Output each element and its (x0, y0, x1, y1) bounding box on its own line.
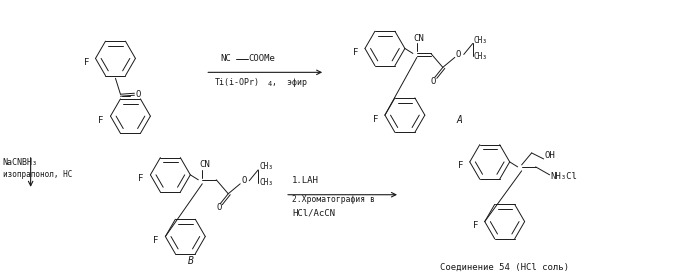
Text: ,  эфир: , эфир (272, 78, 307, 87)
Text: 1.LAH: 1.LAH (292, 176, 319, 185)
Text: F: F (373, 115, 378, 124)
Text: COOMe: COOMe (248, 54, 275, 63)
Text: A: A (456, 115, 463, 125)
Text: 2.Хроматография в: 2.Хроматография в (292, 195, 375, 204)
Text: B: B (188, 256, 194, 266)
Text: Соединение 54 (HCl соль): Соединение 54 (HCl соль) (440, 263, 569, 272)
Text: O: O (241, 176, 247, 185)
Text: F: F (138, 174, 144, 183)
Text: 4: 4 (268, 81, 273, 87)
Text: O: O (431, 77, 436, 86)
Text: CH₃: CH₃ (474, 36, 488, 45)
Text: F: F (458, 161, 463, 170)
Text: F: F (153, 236, 159, 245)
Text: O: O (456, 50, 461, 59)
Text: NaCNBH₃: NaCNBH₃ (3, 158, 38, 167)
Text: NC: NC (220, 54, 231, 63)
Text: F: F (353, 48, 359, 57)
Text: HCl/AcCN: HCl/AcCN (292, 208, 335, 217)
Text: CN: CN (199, 160, 210, 169)
Text: CH₃: CH₃ (259, 178, 273, 187)
Text: O: O (216, 203, 222, 212)
Text: CN: CN (414, 34, 424, 43)
Text: F: F (83, 58, 89, 67)
Text: F: F (99, 116, 104, 125)
Text: OH: OH (545, 151, 556, 160)
Text: Ti(i-OPr): Ti(i-OPr) (215, 78, 260, 87)
Text: изопрапонол, HC: изопрапонол, HC (3, 170, 72, 179)
Text: CH₃: CH₃ (259, 162, 273, 171)
Text: O: O (136, 90, 140, 99)
Text: F: F (473, 221, 478, 230)
Text: CH₃: CH₃ (474, 52, 488, 61)
Text: NH₃Cl: NH₃Cl (551, 172, 577, 181)
